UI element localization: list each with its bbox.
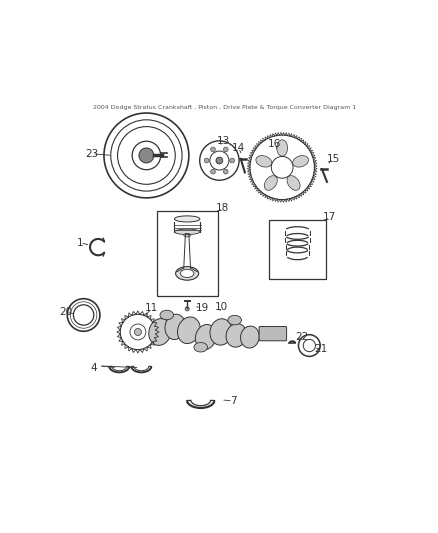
- Text: 7: 7: [230, 396, 236, 406]
- Text: 18: 18: [216, 203, 230, 213]
- Text: 19: 19: [196, 303, 209, 312]
- Circle shape: [223, 169, 228, 174]
- Circle shape: [223, 147, 228, 152]
- Ellipse shape: [160, 310, 173, 320]
- Text: 11: 11: [145, 303, 158, 313]
- Ellipse shape: [256, 156, 272, 167]
- Text: 21: 21: [314, 344, 328, 354]
- Text: 20: 20: [60, 308, 73, 317]
- Circle shape: [134, 328, 141, 335]
- Circle shape: [211, 169, 215, 174]
- FancyBboxPatch shape: [259, 327, 286, 341]
- Text: 1: 1: [77, 238, 84, 248]
- Ellipse shape: [287, 176, 300, 190]
- Ellipse shape: [184, 233, 191, 237]
- Ellipse shape: [174, 229, 200, 235]
- Circle shape: [185, 307, 189, 311]
- Text: 10: 10: [215, 302, 228, 311]
- Circle shape: [139, 148, 154, 163]
- Ellipse shape: [180, 269, 194, 278]
- Circle shape: [230, 158, 235, 163]
- Text: 15: 15: [326, 154, 340, 164]
- Text: 23: 23: [85, 149, 99, 159]
- Ellipse shape: [293, 156, 308, 167]
- Ellipse shape: [165, 314, 186, 340]
- Ellipse shape: [149, 319, 171, 345]
- Text: 2004 Dodge Stratus Crankshaft , Piston , Drive Plate & Torque Converter Diagram : 2004 Dodge Stratus Crankshaft , Piston ,…: [93, 104, 356, 110]
- Text: 22: 22: [295, 332, 308, 342]
- Ellipse shape: [174, 216, 200, 222]
- Ellipse shape: [264, 176, 277, 190]
- Ellipse shape: [228, 316, 241, 325]
- Text: 4: 4: [91, 362, 97, 373]
- Text: 13: 13: [217, 136, 230, 146]
- Text: 14: 14: [232, 143, 245, 152]
- Text: 16: 16: [268, 139, 281, 149]
- Ellipse shape: [176, 266, 199, 280]
- Circle shape: [216, 157, 223, 164]
- Ellipse shape: [177, 317, 200, 344]
- Ellipse shape: [277, 140, 288, 156]
- Circle shape: [204, 158, 209, 163]
- Circle shape: [211, 147, 215, 152]
- Ellipse shape: [210, 319, 232, 345]
- Text: 17: 17: [323, 212, 336, 222]
- Ellipse shape: [226, 324, 247, 347]
- Ellipse shape: [240, 326, 259, 348]
- Ellipse shape: [194, 343, 208, 352]
- Ellipse shape: [195, 325, 216, 350]
